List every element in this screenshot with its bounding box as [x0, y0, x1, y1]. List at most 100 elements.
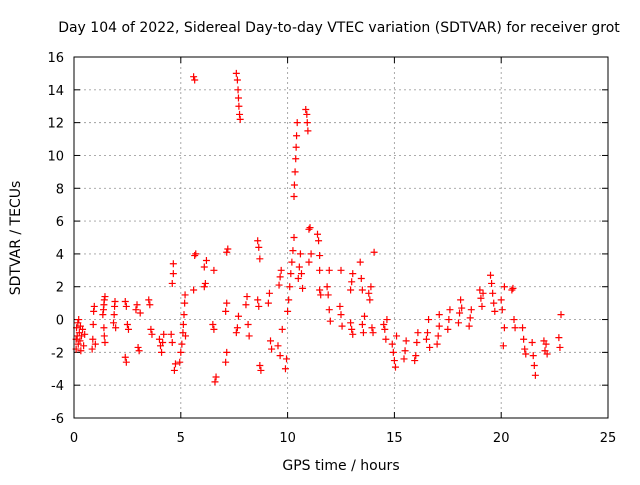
data-point — [122, 302, 130, 310]
data-point — [476, 286, 484, 294]
data-point — [210, 266, 218, 274]
data-point — [111, 297, 119, 305]
data-point — [543, 350, 551, 358]
data-point — [211, 378, 219, 386]
data-point — [121, 353, 129, 361]
data-point — [292, 155, 300, 163]
data-point — [488, 279, 496, 287]
data-point — [510, 316, 518, 324]
data-point — [347, 319, 355, 327]
data-point — [509, 284, 517, 292]
data-point — [402, 337, 410, 345]
data-point — [134, 343, 142, 351]
data-point — [348, 325, 356, 333]
data-point — [290, 234, 298, 241]
data-point — [316, 266, 324, 274]
data-point — [293, 132, 301, 140]
grid — [74, 57, 608, 418]
data-point — [446, 306, 454, 314]
data-point — [458, 304, 466, 312]
data-point — [299, 284, 307, 292]
data-point — [190, 286, 198, 294]
data-point — [200, 263, 208, 271]
data-point — [287, 270, 295, 278]
data-point — [223, 248, 231, 256]
data-point — [254, 296, 262, 304]
data-point — [168, 279, 176, 287]
data-point — [531, 371, 539, 379]
y-tick-label: 16 — [47, 51, 64, 66]
data-point — [508, 286, 516, 294]
data-point — [286, 283, 294, 291]
data-point — [90, 307, 98, 315]
data-point — [191, 252, 199, 260]
data-point — [81, 330, 89, 338]
data-point — [388, 340, 396, 348]
data-point — [190, 73, 198, 81]
data-point — [148, 330, 156, 338]
data-point — [245, 332, 253, 340]
data-point — [530, 361, 538, 369]
data-point — [100, 296, 108, 304]
data-point — [435, 311, 443, 319]
data-point — [478, 302, 486, 310]
data-point — [232, 69, 240, 77]
data-point — [360, 312, 368, 320]
chart-title: Day 104 of 2022, Sidereal Day-to-day VTE… — [58, 20, 620, 36]
data-point — [500, 283, 508, 291]
data-point — [349, 330, 357, 338]
y-tick-label: 14 — [47, 84, 64, 99]
data-point — [381, 325, 389, 333]
data-point — [296, 250, 304, 258]
data-point — [305, 225, 313, 233]
data-point — [192, 250, 200, 258]
data-point — [556, 343, 564, 351]
data-point — [169, 260, 177, 268]
data-point — [422, 335, 430, 343]
data-point — [223, 348, 231, 356]
data-point — [233, 324, 241, 332]
data-point — [234, 94, 242, 102]
data-point — [76, 337, 84, 345]
data-point — [100, 332, 108, 340]
data-point — [487, 271, 495, 279]
data-point — [176, 358, 184, 366]
data-point — [435, 322, 443, 330]
data-point — [264, 299, 272, 307]
data-point — [401, 347, 409, 355]
data-point — [277, 266, 285, 274]
plot-frame — [73, 56, 609, 419]
y-tick-label: 0 — [56, 314, 64, 329]
data-point — [123, 320, 131, 328]
y-tick-label: -6 — [51, 412, 64, 427]
x-tick-label: 25 — [600, 431, 617, 446]
x-tick-label: 10 — [279, 431, 296, 446]
data-point — [89, 320, 97, 328]
data-point — [490, 299, 498, 307]
data-point — [314, 230, 322, 238]
data-point — [132, 306, 140, 314]
data-point — [500, 324, 508, 332]
data-point — [477, 294, 485, 302]
data-point — [275, 281, 283, 289]
data-point — [465, 322, 473, 330]
y-tick-label: 6 — [56, 215, 64, 230]
data-point — [89, 335, 97, 343]
data-point — [357, 275, 365, 283]
data-point — [235, 102, 243, 110]
data-point — [499, 342, 507, 350]
data-point — [110, 311, 118, 319]
y-axis-label: SDTVAR / TECUs — [8, 181, 24, 296]
data-point — [347, 286, 355, 294]
data-point — [358, 286, 366, 294]
data-point — [370, 248, 378, 256]
data-point — [337, 311, 345, 319]
data-point — [444, 325, 452, 333]
data-point — [283, 355, 291, 363]
data-point — [303, 119, 311, 127]
data-point — [424, 329, 432, 337]
data-point — [79, 325, 87, 333]
data-point — [158, 348, 166, 356]
data-point — [369, 329, 377, 337]
data-point — [222, 307, 230, 315]
